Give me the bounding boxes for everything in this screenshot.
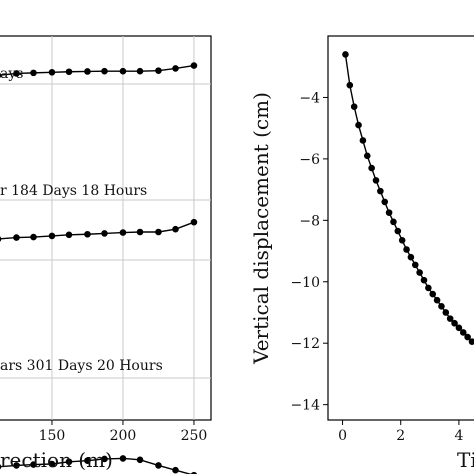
right-data-point	[350, 103, 358, 110]
left-data-point	[13, 234, 20, 241]
right-x-axis-label: Ti	[457, 448, 474, 472]
right-data-point	[342, 51, 349, 58]
left-x-tick-label: 200	[110, 428, 137, 444]
left-data-point	[136, 228, 144, 236]
right-data-point	[425, 284, 432, 292]
right-series-line	[344, 54, 473, 343]
right-data-point	[429, 290, 437, 298]
right-y-axis-label: Vertical displacement (cm)	[249, 92, 273, 365]
left-data-point	[119, 67, 127, 75]
right-x-tick-label: 2	[396, 428, 405, 444]
left-series-line	[0, 221, 195, 240]
right-y-tick-label: −12	[290, 336, 320, 352]
right-data-point	[416, 269, 423, 276]
right-y-tick-label: −10	[290, 275, 320, 291]
right-data-point	[359, 137, 367, 144]
left-data-point	[136, 456, 144, 464]
right-data-point	[420, 276, 428, 284]
left-data-point	[172, 65, 179, 72]
right-y-ticks: −4 −6 −8 −10 −12 −14	[290, 90, 328, 414]
left-data-point	[30, 461, 37, 468]
right-data-point	[372, 177, 380, 184]
left-data-point	[119, 229, 127, 236]
right-data-point	[442, 309, 450, 316]
left-data-point	[119, 455, 127, 462]
left-data-point	[172, 225, 179, 233]
left-x-ticks: 150 200 250	[39, 420, 208, 444]
right-series-group	[342, 51, 474, 345]
left-data-point	[48, 69, 56, 76]
left-data-point	[190, 62, 198, 69]
left-data-point	[136, 67, 144, 75]
left-x-tick-label: 150	[39, 428, 66, 444]
right-data-point	[433, 296, 441, 304]
left-data-point	[30, 233, 37, 241]
right-data-point	[355, 121, 362, 129]
right-plot-frame	[327, 35, 474, 421]
left-chart: 150 200 250 ays r 184 Days 18 Hours ars 30…	[0, 35, 212, 474]
right-x-ticks: 0 2 4	[338, 420, 463, 444]
right-data-point	[407, 253, 415, 261]
left-annotation-1: ays	[0, 66, 23, 82]
right-data-point	[381, 198, 389, 206]
right-data-point	[446, 315, 454, 322]
right-data-point	[368, 164, 375, 172]
left-data-point	[13, 70, 20, 77]
left-data-point	[30, 69, 37, 77]
left-data-point	[0, 464, 2, 470]
left-data-point	[190, 218, 198, 226]
left-data-point	[101, 230, 108, 237]
left-plot-frame	[0, 35, 212, 421]
left-series-line	[0, 64, 195, 76]
right-data-point	[464, 333, 471, 341]
left-data-point	[172, 466, 179, 474]
left-data-point	[155, 67, 162, 74]
right-data-point	[403, 246, 410, 253]
left-annotation-2: r 184 Days 18 Hours	[0, 183, 147, 199]
left-data-point	[101, 455, 108, 463]
right-x-tick-label: 4	[454, 428, 463, 444]
left-series-group	[0, 62, 198, 474]
left-data-point	[84, 68, 91, 75]
left-x-axis-label: rection (m)	[0, 448, 113, 472]
right-data-point	[394, 227, 402, 235]
right-data-point	[451, 319, 458, 327]
left-data-point	[48, 460, 56, 468]
right-y-tick-label: −8	[299, 213, 320, 229]
right-y-tick-label: −6	[299, 152, 320, 168]
left-data-point	[0, 72, 2, 79]
left-data-point	[65, 68, 73, 76]
left-data-point	[0, 236, 2, 242]
right-chart: −4 −6 −8 −10 −12 −14 0 2 4 Vertical displacemen…	[249, 35, 474, 472]
right-data-point	[459, 329, 467, 336]
left-data-point	[65, 458, 73, 466]
right-data-point	[363, 152, 371, 160]
right-data-point	[390, 218, 397, 226]
right-y-tick-label: −14	[290, 398, 320, 414]
left-x-tick-label: 250	[181, 428, 208, 444]
right-data-point	[377, 187, 384, 195]
right-data-point	[468, 338, 474, 345]
left-data-point	[155, 228, 162, 236]
left-data-point	[65, 231, 73, 239]
left-data-point	[48, 232, 56, 240]
right-data-point	[438, 303, 445, 310]
right-data-point	[346, 81, 354, 89]
right-y-tick-label: −4	[299, 90, 320, 106]
right-data-point	[398, 236, 406, 244]
right-data-point	[411, 261, 419, 269]
left-grid	[0, 36, 211, 420]
right-x-tick-label: 0	[338, 428, 347, 444]
left-data-point	[101, 67, 108, 75]
left-data-point	[13, 462, 20, 469]
left-annotation-3: ars 301 Days 20 Hours	[0, 358, 163, 374]
left-data-point	[84, 230, 91, 238]
right-data-point	[385, 209, 393, 216]
right-data-point	[455, 324, 463, 332]
left-data-point	[84, 457, 91, 464]
left-data-point	[155, 462, 162, 469]
